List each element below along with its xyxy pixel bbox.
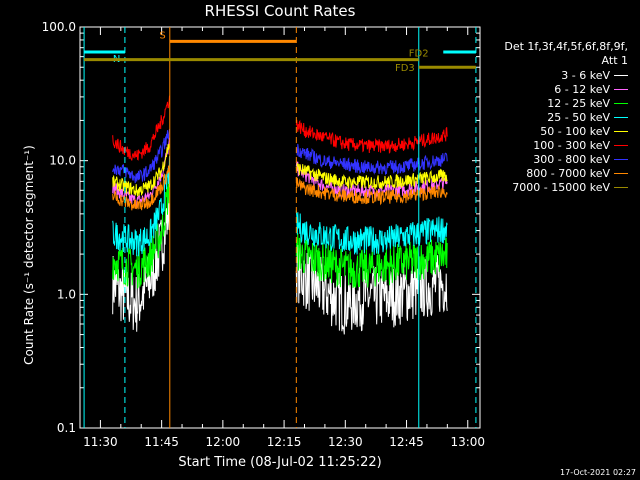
legend-item: 100 - 300 keV <box>512 138 628 152</box>
series-line-4 <box>112 143 170 197</box>
legend-item-label: 7000 - 15000 keV <box>512 180 610 194</box>
legend-title: Det 1f,3f,4f,5f,6f,8f,9f, Att 1 <box>504 40 628 68</box>
legend: 3 - 6 keV 6 - 12 keV 12 - 25 keV 25 - 50 ke… <box>512 68 628 194</box>
legend-swatch <box>614 102 628 104</box>
x-tick-label: 12:15 <box>267 435 302 449</box>
series-line-5 <box>112 95 170 161</box>
legend-item-label: 800 - 7000 keV <box>526 166 610 180</box>
legend-item-label: 12 - 25 keV <box>547 96 610 110</box>
plot-frame <box>79 26 481 429</box>
y-axis-label: Count Rate (s⁻¹ detector segment⁻¹) <box>22 145 36 365</box>
legend-swatch <box>614 88 628 90</box>
flag-label: FD2 <box>409 49 429 60</box>
series-line-6 <box>112 128 170 184</box>
legend-swatch <box>614 186 628 188</box>
legend-item: 800 - 7000 keV <box>512 166 628 180</box>
legend-swatch <box>614 144 628 146</box>
flag-label: FD3 <box>395 63 415 74</box>
legend-item-label: 3 - 6 keV <box>561 68 610 82</box>
legend-item-label: 300 - 800 keV <box>533 152 610 166</box>
legend-swatch <box>614 116 628 118</box>
y-tick-label: 100.0 <box>42 20 76 34</box>
flag-label: S <box>159 30 165 41</box>
x-tick-label: 12:45 <box>389 435 424 449</box>
legend-swatch <box>614 130 628 132</box>
series-line-5 <box>295 119 448 154</box>
legend-item: 3 - 6 keV <box>512 68 628 82</box>
legend-swatch <box>614 158 628 160</box>
legend-title-line-2: Att 1 <box>601 54 628 67</box>
legend-swatch <box>614 74 628 76</box>
x-tick-label: 12:30 <box>328 435 363 449</box>
timestamp: 17-Oct-2021 02:27 <box>560 468 636 477</box>
y-tick-label: 10.0 <box>49 154 76 168</box>
y-tick-label: 1.0 <box>57 287 76 301</box>
series-line-3 <box>295 210 448 255</box>
legend-item-label: 50 - 100 keV <box>540 124 610 138</box>
chart-title: RHESSI Count Rates <box>204 2 356 20</box>
x-tick-label: 13:00 <box>450 435 485 449</box>
legend-item: 300 - 800 keV <box>512 152 628 166</box>
x-tick-label: 12:00 <box>206 435 241 449</box>
x-tick-label: 11:30 <box>83 435 118 449</box>
legend-item-label: 100 - 300 keV <box>533 138 610 152</box>
series-line-7 <box>112 165 170 211</box>
series-line-6 <box>295 143 448 176</box>
series-line-2 <box>295 233 448 289</box>
series-line-2 <box>112 176 170 289</box>
legend-item: 6 - 12 keV <box>512 82 628 96</box>
series-line-4 <box>295 162 448 190</box>
x-axis-label: Start Time (08-Jul-02 11:25:22) <box>178 455 382 470</box>
x-tick-label: 11:45 <box>144 435 179 449</box>
legend-item-label: 6 - 12 keV <box>554 82 610 96</box>
legend-title-line-1: Det 1f,3f,4f,5f,6f,8f,9f, <box>504 40 628 53</box>
series-line-3 <box>112 156 170 257</box>
y-tick-label: 0.1 <box>57 421 76 435</box>
legend-item: 7000 - 15000 keV <box>512 180 628 194</box>
legend-swatch <box>614 172 628 174</box>
legend-item: 50 - 100 keV <box>512 124 628 138</box>
legend-item: 12 - 25 keV <box>512 96 628 110</box>
legend-item: 25 - 50 keV <box>512 110 628 124</box>
series-line-0 <box>112 182 170 332</box>
legend-item-label: 25 - 50 keV <box>547 110 610 124</box>
series-line-7 <box>295 177 448 206</box>
